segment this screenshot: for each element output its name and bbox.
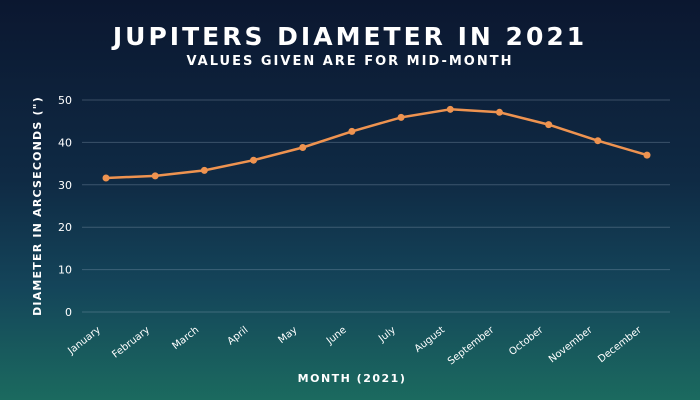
y-axis-label: DIAMETER IN ARCSECONDS (")	[31, 96, 44, 316]
data-point	[151, 172, 159, 180]
x-tick-label: May	[277, 325, 300, 346]
data-point	[495, 108, 503, 116]
x-tick-label: November	[547, 324, 595, 365]
x-tick-label: July	[376, 325, 398, 345]
x-tick-label: January	[65, 325, 102, 358]
x-tick-label: February	[110, 325, 152, 361]
data-point	[643, 151, 651, 159]
series-line	[104, 108, 649, 180]
x-tick-label: March	[170, 325, 201, 352]
x-tick-label: October	[507, 324, 546, 358]
data-point	[299, 143, 307, 151]
x-axis-label: MONTH (2021)	[298, 372, 407, 385]
data-point	[594, 137, 602, 145]
y-tick-label: 50	[58, 94, 72, 107]
chart-subtitle: Values given are for mid-month	[186, 54, 514, 69]
x-tick-label: August	[413, 325, 447, 355]
data-point	[545, 121, 553, 129]
x-tick-label: December	[596, 324, 644, 365]
x-tick-label: April	[226, 325, 251, 348]
y-tick-label: 20	[58, 221, 72, 234]
chart-title: Jupiters Diameter in 2021	[112, 22, 588, 51]
data-point	[102, 174, 110, 182]
y-tick-label: 10	[58, 264, 72, 277]
y-tick-label: 30	[58, 179, 72, 192]
y-tick-label: 0	[65, 306, 72, 319]
data-point	[348, 127, 356, 135]
data-point	[200, 166, 208, 174]
x-tick-label: September	[446, 324, 497, 367]
data-point	[250, 156, 258, 164]
x-tick-label: June	[324, 325, 349, 348]
y-tick-label: 40	[58, 136, 72, 149]
data-point	[397, 113, 405, 121]
data-point	[446, 105, 454, 113]
